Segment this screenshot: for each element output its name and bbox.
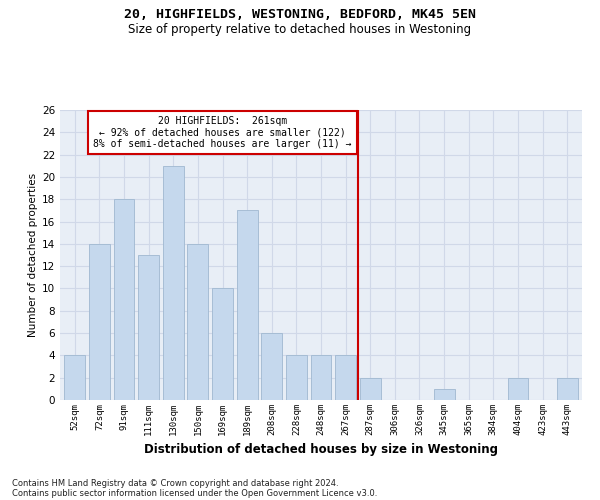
Bar — [187, 244, 208, 400]
Bar — [64, 356, 85, 400]
Text: Size of property relative to detached houses in Westoning: Size of property relative to detached ho… — [128, 22, 472, 36]
Y-axis label: Number of detached properties: Number of detached properties — [28, 173, 38, 337]
Bar — [311, 356, 331, 400]
Text: 20, HIGHFIELDS, WESTONING, BEDFORD, MK45 5EN: 20, HIGHFIELDS, WESTONING, BEDFORD, MK45… — [124, 8, 476, 20]
Bar — [508, 378, 529, 400]
Bar — [163, 166, 184, 400]
Bar — [360, 378, 381, 400]
Bar — [557, 378, 578, 400]
Bar — [286, 356, 307, 400]
Bar — [89, 244, 110, 400]
Text: Contains public sector information licensed under the Open Government Licence v3: Contains public sector information licen… — [12, 488, 377, 498]
Bar — [261, 333, 282, 400]
Bar — [335, 356, 356, 400]
Bar — [212, 288, 233, 400]
Bar — [113, 199, 134, 400]
Bar — [434, 389, 455, 400]
Text: Contains HM Land Registry data © Crown copyright and database right 2024.: Contains HM Land Registry data © Crown c… — [12, 478, 338, 488]
Bar — [236, 210, 257, 400]
Bar — [138, 255, 159, 400]
Text: 20 HIGHFIELDS:  261sqm
← 92% of detached houses are smaller (122)
8% of semi-det: 20 HIGHFIELDS: 261sqm ← 92% of detached … — [93, 116, 352, 149]
Text: Distribution of detached houses by size in Westoning: Distribution of detached houses by size … — [144, 442, 498, 456]
